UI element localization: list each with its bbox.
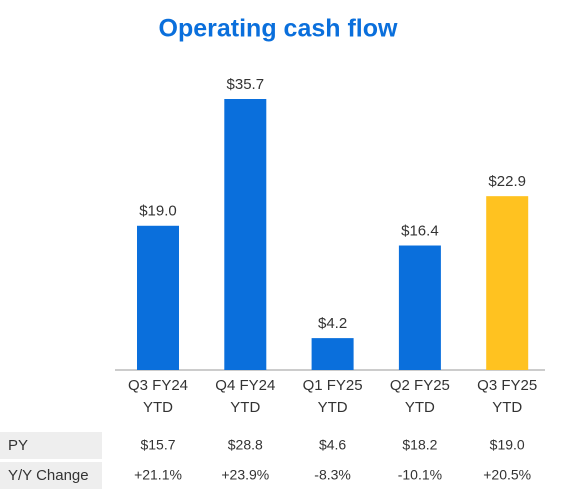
x-tick-label: Q1 FY25 YTD (303, 377, 363, 416)
x-tick-label: Q3 FY25 YTD (477, 377, 537, 416)
value-label: $16.4 (401, 222, 439, 239)
table-cell: $18.2 (402, 437, 437, 453)
x-tick-label: Q4 FY24 YTD (215, 377, 275, 416)
value-label: $19.0 (139, 203, 177, 220)
row-label-bg (0, 432, 102, 459)
table-cell: $4.6 (319, 437, 346, 453)
bar (224, 99, 267, 370)
table-cell: -10.1% (398, 467, 442, 483)
value-label: $4.2 (318, 315, 347, 332)
table-cell: +20.5% (483, 467, 531, 483)
bar (398, 245, 441, 370)
chart-title: Operating cash flow (159, 15, 398, 43)
table-cell: $28.8 (228, 437, 263, 453)
row-label: PY (8, 437, 28, 454)
x-tick-label: Q2 FY25 YTD (390, 377, 450, 416)
table-cell: $19.0 (490, 437, 525, 453)
table-cell: +21.1% (134, 467, 182, 483)
bar (137, 225, 179, 370)
value-label: $35.7 (227, 76, 265, 93)
bar (486, 196, 529, 370)
row-label: Y/Y Change (8, 467, 89, 484)
value-label: $22.9 (488, 173, 526, 190)
table-cell: -8.3% (314, 467, 351, 483)
table-cell: +23.9% (221, 467, 269, 483)
x-tick-label: Q3 FY24 YTD (128, 377, 188, 416)
table-cell: $15.7 (140, 437, 175, 453)
bar (311, 338, 354, 370)
row-label-bg (0, 462, 102, 489)
